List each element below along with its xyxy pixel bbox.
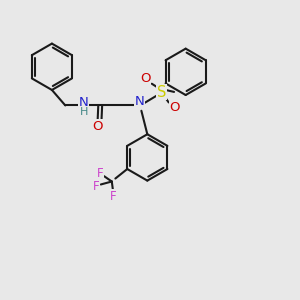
Text: F: F bbox=[110, 190, 117, 203]
Text: O: O bbox=[92, 120, 103, 133]
Text: O: O bbox=[169, 101, 180, 114]
Text: F: F bbox=[97, 167, 104, 180]
Text: S: S bbox=[157, 85, 166, 100]
Text: N: N bbox=[79, 96, 88, 109]
Text: N: N bbox=[135, 95, 145, 108]
Text: H: H bbox=[80, 107, 88, 117]
Text: F: F bbox=[93, 180, 100, 194]
Text: O: O bbox=[140, 72, 151, 85]
